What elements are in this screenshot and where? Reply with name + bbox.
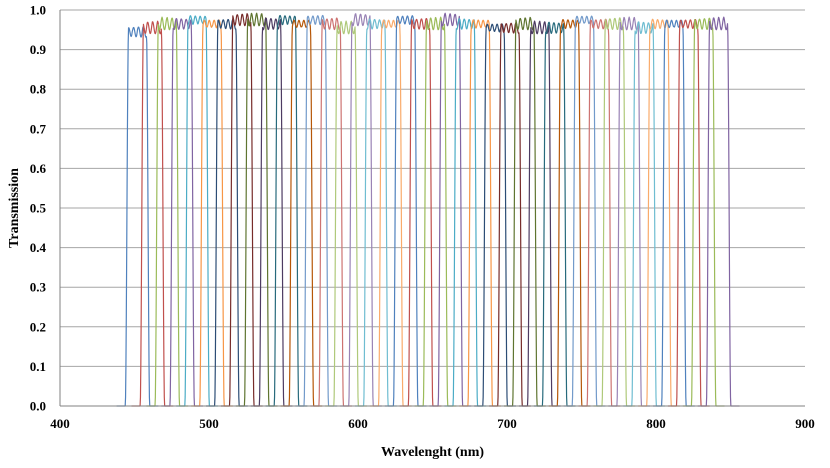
filter-curve-562nm (280, 19, 323, 407)
filter-curve-712nm (503, 16, 546, 407)
filter-curve-762nm (578, 18, 621, 407)
filter-curve-532nm (235, 12, 278, 407)
filter-curve-652nm (414, 16, 457, 407)
filter-curve-602nm (339, 13, 383, 407)
filter-curve-482nm (161, 17, 204, 407)
y-tick-label: 0.4 (30, 240, 47, 255)
filter-curve-842nm (697, 16, 740, 407)
y-tick-label: 0.1 (30, 359, 46, 374)
filter-curve-642nm (399, 17, 442, 407)
tick-labels: 0.0 0.1 0.2 0.3 0.4 0.5 0.6 0.7 0.8 0.9 1.0 400 500 6… (30, 3, 815, 432)
filter-curve-662nm (429, 12, 472, 407)
filter-curve-622nm (369, 19, 412, 407)
filter-curve-812nm (652, 19, 695, 407)
y-tick-label: 0.5 (30, 201, 47, 216)
filter-curve-732nm (533, 21, 576, 407)
filter-curve-672nm (444, 18, 487, 407)
x-tick-label: 700 (497, 416, 517, 431)
filter-curve-792nm (622, 21, 666, 407)
y-tick-label: 0.3 (30, 280, 47, 295)
y-tick-label: 0.8 (30, 82, 47, 97)
y-tick-label: 0.6 (30, 161, 47, 176)
filter-curve-452nm (116, 26, 159, 407)
filter-curve-782nm (608, 16, 651, 407)
filter-curve-752nm (563, 15, 606, 407)
y-tick-label: 0.2 (30, 319, 46, 334)
filter-curves (116, 12, 740, 407)
filter-curve-742nm (548, 19, 591, 407)
filter-curve-692nm (473, 23, 517, 407)
y-axis-title: Transmission (7, 168, 22, 248)
filter-curve-772nm (593, 17, 636, 407)
y-tick-label: 0.7 (30, 121, 47, 136)
y-tick-label: 0.0 (30, 399, 46, 414)
filter-curve-512nm (205, 18, 248, 407)
y-tick-label: 0.9 (30, 42, 47, 57)
x-tick-label: 800 (646, 416, 666, 431)
filter-curve-522nm (220, 13, 263, 407)
filter-curve-612nm (354, 18, 397, 407)
filter-curve-632nm (384, 15, 427, 407)
x-tick-label: 500 (199, 416, 219, 431)
filter-curve-682nm (459, 19, 502, 407)
filter-curve-832nm (682, 17, 725, 407)
filter-curve-472nm (146, 16, 189, 407)
x-axis-title: Wavelenght (nm) (381, 445, 484, 460)
filter-curve-802nm (637, 18, 681, 407)
filter-curve-722nm (518, 20, 561, 407)
axes (59, 10, 805, 407)
filter-curve-492nm (175, 15, 219, 407)
filter-curve-462nm (131, 20, 174, 407)
filter-curve-552nm (265, 14, 308, 407)
filter-curve-702nm (488, 22, 532, 407)
x-tick-label: 400 (50, 416, 70, 431)
filter-curve-822nm (667, 19, 710, 407)
filter-curve-572nm (295, 14, 338, 407)
filter-curve-542nm (250, 17, 293, 407)
filter-curve-582nm (310, 17, 353, 407)
x-tick-label: 900 (795, 416, 815, 431)
gridlines (60, 9, 805, 367)
filter-curve-502nm (190, 19, 234, 407)
y-tick-label: 1.0 (30, 3, 46, 18)
filter-curve-592nm (324, 20, 368, 407)
x-tick-label: 600 (348, 416, 368, 431)
